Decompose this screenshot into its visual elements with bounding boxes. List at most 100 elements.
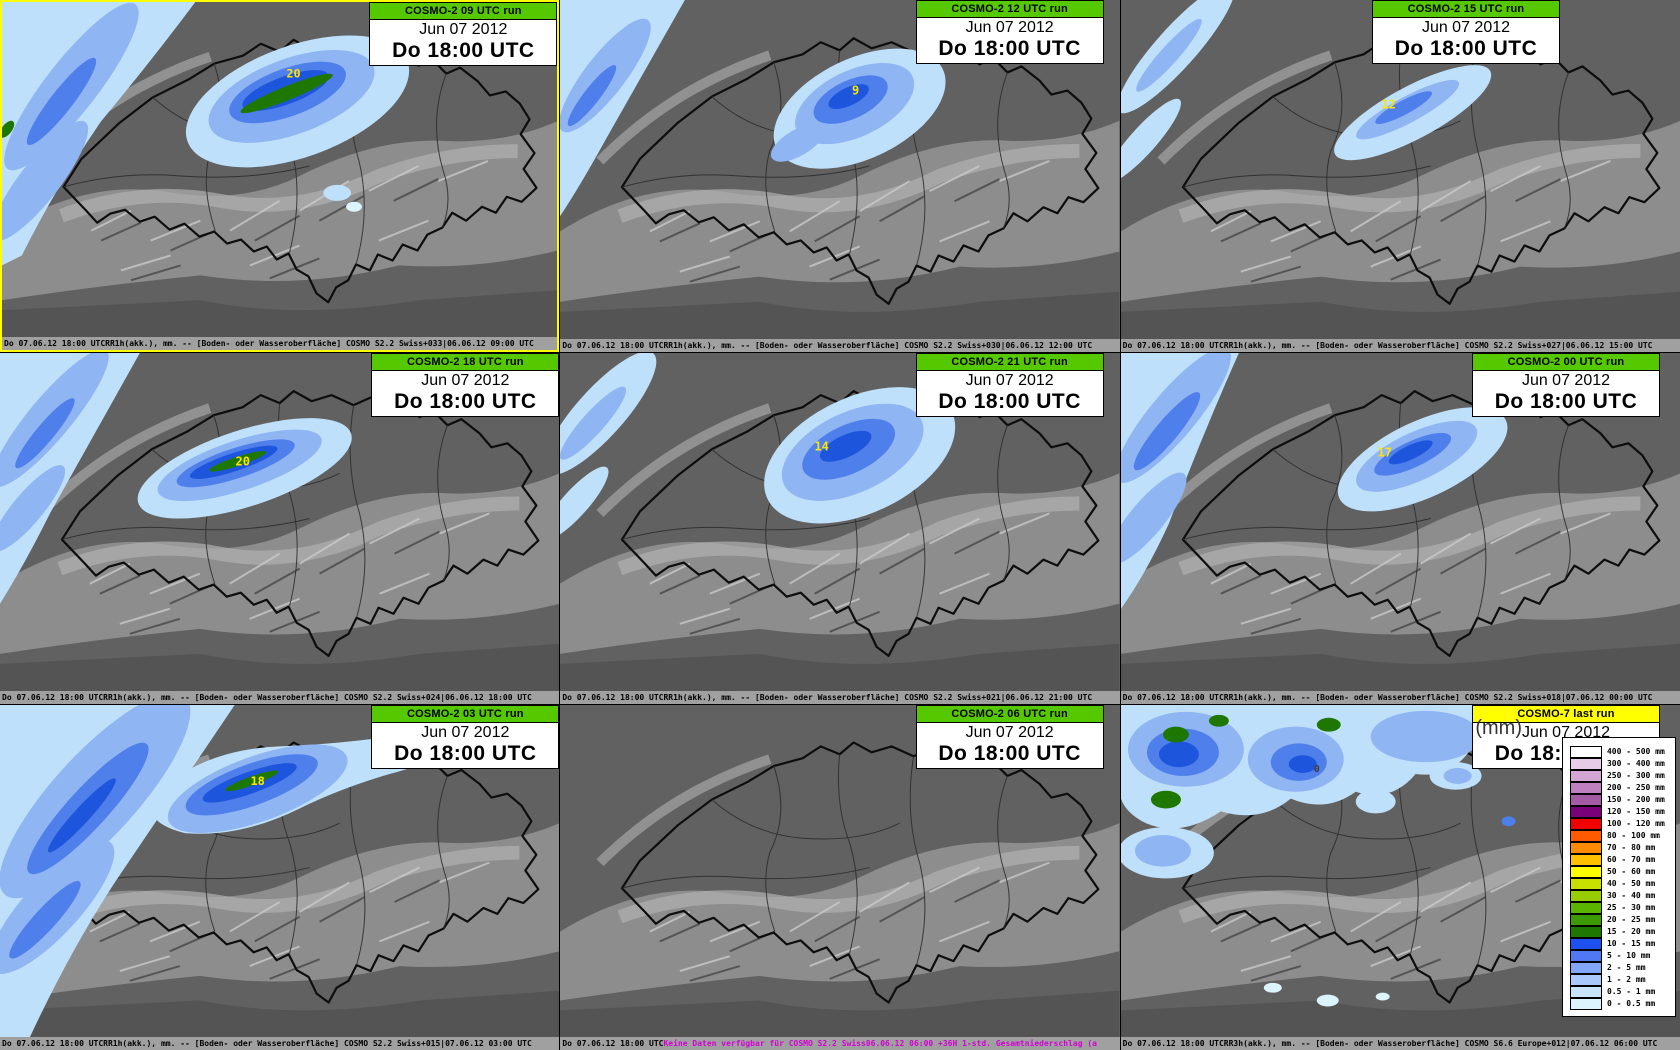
panel-cosmo7-last-run[interactable]: 0 COSMO-7 last run Jun 07 2012 Do 18:00 … <box>1120 705 1680 1050</box>
legend-swatch <box>1569 973 1602 986</box>
panel-footer: Do 07.06.12 18:00 UTCRR1h(akk.), mm. -- … <box>0 691 560 704</box>
legend-row: 70 - 80 mm <box>1569 841 1672 854</box>
legend-swatch <box>1569 757 1602 770</box>
valid-date: Jun 07 2012 <box>965 19 1054 36</box>
legend-label: 80 - 100 mm <box>1606 830 1660 840</box>
legend-label: 0 - 0.5 mm <box>1606 998 1656 1008</box>
no-data-warning: Keine Daten verfügbar für COSMO S2.2 Swi… <box>663 1039 1097 1048</box>
footer-text: Do 07.06.12 18:00 UTCRR1h(akk.), mm. -- … <box>1122 341 1653 350</box>
panel-footer: Do 07.06.12 18:00 UTCRR1h(akk.), mm. -- … <box>560 691 1120 704</box>
panel-footer: Do 07.06.12 18:00 UTCRR1h(akk.), mm. -- … <box>2 337 558 350</box>
legend-swatch <box>1569 829 1602 842</box>
map-area: 20 COSMO-2 09 UTC run Jun 07 2012 Do 18:… <box>2 2 558 337</box>
legend-row: 0 - 0.5 mm <box>1569 997 1672 1010</box>
legend-swatch <box>1569 985 1602 998</box>
map-area: COSMO-2 06 UTC run Jun 07 2012 Do 18:00 … <box>560 705 1119 1037</box>
legend-swatch <box>1569 925 1602 938</box>
legend-label: 1 - 2 mm <box>1606 974 1646 984</box>
legend-row: 30 - 40 mm <box>1569 889 1672 902</box>
legend-label: 200 - 250 mm <box>1606 782 1665 792</box>
legend-label: 120 - 150 mm <box>1606 806 1665 816</box>
map-area: 14 COSMO-2 21 UTC run Jun 07 2012 Do 18:… <box>560 353 1119 691</box>
max-precip-label: 20 <box>286 67 300 81</box>
run-header: COSMO-2 00 UTC run Jun 07 2012 Do 18:00 … <box>1471 353 1660 417</box>
legend-label: 400 - 500 mm <box>1606 746 1665 756</box>
run-header: COSMO-2 21 UTC run Jun 07 2012 Do 18:00 … <box>915 353 1104 417</box>
max-precip-label: 0 <box>1313 764 1319 775</box>
panel-footer: Do 07.06.12 18:00 UTCKeine Daten verfügb… <box>560 1037 1120 1050</box>
footer-text: Do 07.06.12 18:00 UTCRR1h(akk.), mm. -- … <box>562 341 1093 350</box>
panel-cosmo2-09utc-run[interactable]: 20 COSMO-2 09 UTC run Jun 07 2012 Do 18:… <box>0 0 560 352</box>
map-image: 20 <box>0 353 559 691</box>
max-precip-label: 20 <box>235 454 249 468</box>
legend-swatch <box>1569 949 1602 962</box>
panel-cosmo2-12utc-run[interactable]: 9 COSMO-2 12 UTC run Jun 07 2012 Do 18:0… <box>560 0 1120 352</box>
valid-time-box: Jun 07 2012 Do 18:00 UTC <box>1471 370 1660 417</box>
legend-row: 20 - 25 mm <box>1569 913 1672 926</box>
legend-label: 15 - 20 mm <box>1606 926 1656 936</box>
footer-text: Do 07.06.12 18:00 UTCRR3h(akk.), mm. -- … <box>1122 1039 1658 1048</box>
max-precip-label: 18 <box>250 774 264 788</box>
legend-label: 50 - 60 mm <box>1606 866 1656 876</box>
precipitation-overlay: 0 <box>1120 705 1561 1007</box>
legend-swatch <box>1569 913 1602 926</box>
precipitation-overlay: 9 <box>560 0 946 217</box>
valid-time: Do 18:00 UTC <box>392 39 535 62</box>
legend-swatch <box>1569 817 1602 830</box>
panel-cosmo2-03utc-run[interactable]: 18 COSMO-2 03 UTC run Jun 07 2012 Do 18:… <box>0 705 560 1050</box>
run-name-bar: COSMO-2 06 UTC run <box>915 705 1104 722</box>
run-header: COSMO-2 12 UTC run Jun 07 2012 Do 18:00 … <box>915 0 1104 64</box>
valid-time-box: Jun 07 2012 Do 18:00 UTC <box>915 722 1104 769</box>
valid-date: Jun 07 2012 <box>1421 19 1511 36</box>
precipitation-overlay: 20 <box>0 353 352 604</box>
legend-swatch <box>1569 901 1602 914</box>
panel-cosmo2-06utc-run[interactable]: COSMO-2 06 UTC run Jun 07 2012 Do 18:00 … <box>560 705 1120 1050</box>
valid-time-box: Jun 07 2012 Do 18:00 UTC <box>915 370 1104 417</box>
panel-cosmo2-00utc-run[interactable]: 17 COSMO-2 00 UTC run Jun 07 2012 Do 18:… <box>1120 353 1680 704</box>
legend-swatch <box>1569 745 1602 758</box>
legend-row: 250 - 300 mm <box>1569 769 1672 782</box>
precipitation-legend: 400 - 500 mm 300 - 400 mm 250 - 300 mm 2… <box>1561 737 1676 1017</box>
precipitation-overlay: 20 <box>2 2 410 266</box>
valid-date: Jun 07 2012 <box>1521 724 1611 741</box>
footer-text: Do 07.06.12 18:00 UTCRR1h(akk.), mm. -- … <box>2 693 532 702</box>
max-precip-label: 12 <box>1381 98 1395 112</box>
run-name-bar: COSMO-2 21 UTC run <box>915 353 1104 370</box>
panel-footer: Do 07.06.12 18:00 UTCRR1h(akk.), mm. -- … <box>1120 691 1680 704</box>
map-image: 9 <box>560 0 1119 339</box>
legend-unit-label: (mm) <box>1475 717 1522 739</box>
valid-time: Do 18:00 UTC <box>938 390 1081 413</box>
legend-swatch <box>1569 937 1602 950</box>
map-area: 9 COSMO-2 12 UTC run Jun 07 2012 Do 18:0… <box>560 0 1119 339</box>
run-header: COSMO-2 15 UTC run Jun 07 2012 Do 18:00 … <box>1371 0 1560 64</box>
precipitation-overlay: 14 <box>560 353 956 541</box>
legend-label: 40 - 50 mm <box>1606 878 1656 888</box>
legend-label: 10 - 15 mm <box>1606 938 1656 948</box>
map-area: 0 COSMO-7 last run Jun 07 2012 Do 18:00 … <box>1120 705 1680 1037</box>
legend-swatch <box>1569 769 1602 782</box>
legend-label: 100 - 120 mm <box>1606 818 1665 828</box>
legend-label: 300 - 400 mm <box>1606 758 1665 768</box>
legend-row: 150 - 200 mm <box>1569 793 1672 806</box>
legend-row: 50 - 60 mm <box>1569 865 1672 878</box>
run-name-bar: COSMO-2 09 UTC run <box>369 2 558 19</box>
valid-time-box: Jun 07 2012 Do 18:00 UTC <box>369 19 558 66</box>
legend-row: 5 - 10 mm <box>1569 949 1672 962</box>
valid-time: Do 18:00 UTC <box>938 742 1081 765</box>
valid-time-box: Jun 07 2012 Do 18:00 UTC <box>1371 17 1560 64</box>
footer-text: Do 07.06.12 18:00 UTCRR1h(akk.), mm. -- … <box>2 1039 532 1048</box>
legend-swatch <box>1569 793 1602 806</box>
valid-date: Jun 07 2012 <box>419 21 508 38</box>
map-image: 17 <box>1120 353 1680 691</box>
panel-cosmo2-18utc-run[interactable]: 20 COSMO-2 18 UTC run Jun 07 2012 Do 18:… <box>0 353 560 704</box>
legend-row: 300 - 400 mm <box>1569 757 1672 770</box>
legend-label: 20 - 25 mm <box>1606 914 1656 924</box>
legend-row: 120 - 150 mm <box>1569 805 1672 818</box>
panel-cosmo2-21utc-run[interactable]: 14 COSMO-2 21 UTC run Jun 07 2012 Do 18:… <box>560 353 1120 704</box>
legend-row: 400 - 500 mm <box>1569 745 1672 758</box>
map-image: 14 <box>560 353 1119 691</box>
legend-row: 0.5 - 1 mm <box>1569 985 1672 998</box>
legend-swatch <box>1569 997 1602 1010</box>
panel-cosmo2-15utc-run[interactable]: 12 COSMO-2 15 UTC run Jun 07 2012 Do 18:… <box>1120 0 1680 352</box>
